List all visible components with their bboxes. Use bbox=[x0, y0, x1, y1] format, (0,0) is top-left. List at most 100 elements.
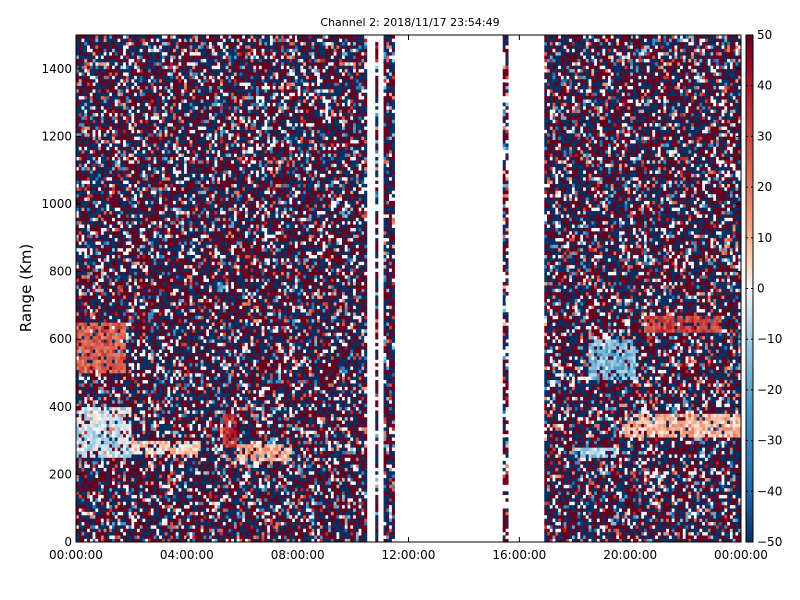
heatmap-cell bbox=[87, 427, 90, 431]
heatmap-cell bbox=[98, 258, 101, 262]
heatmap-cell bbox=[131, 302, 134, 306]
heatmap-cell bbox=[109, 458, 112, 462]
heatmap-cell bbox=[145, 234, 148, 238]
heatmap-cell bbox=[98, 221, 101, 225]
heatmap-cell bbox=[98, 532, 101, 536]
heatmap-cell bbox=[93, 380, 96, 384]
heatmap-cell bbox=[95, 123, 98, 127]
heatmap-cell bbox=[104, 126, 107, 130]
heatmap-cell bbox=[145, 447, 148, 451]
heatmap-cell bbox=[120, 363, 123, 367]
heatmap-cell bbox=[120, 356, 123, 360]
heatmap-cell bbox=[143, 393, 146, 397]
heatmap-cell bbox=[148, 89, 151, 93]
heatmap-cell bbox=[120, 400, 123, 404]
heatmap-cell bbox=[148, 447, 151, 451]
heatmap-cell bbox=[106, 424, 109, 428]
heatmap-cell bbox=[126, 49, 129, 53]
heatmap-cell bbox=[82, 133, 85, 137]
heatmap-cell bbox=[165, 187, 168, 191]
heatmap-cell bbox=[118, 295, 121, 299]
heatmap-cell bbox=[93, 45, 96, 49]
heatmap-cell bbox=[159, 258, 162, 262]
heatmap-cell bbox=[118, 376, 121, 380]
heatmap-cell bbox=[151, 285, 154, 289]
heatmap-cell bbox=[159, 376, 162, 380]
heatmap-cell bbox=[154, 285, 157, 289]
heatmap-cell bbox=[156, 501, 159, 505]
heatmap-cell bbox=[129, 512, 132, 516]
heatmap-cell bbox=[129, 194, 132, 198]
heatmap-cell bbox=[90, 214, 93, 218]
heatmap-cell bbox=[126, 42, 129, 46]
heatmap-cell bbox=[143, 454, 146, 458]
heatmap-cell bbox=[123, 282, 126, 286]
heatmap-cell bbox=[145, 140, 148, 144]
heatmap-cell bbox=[79, 153, 82, 157]
heatmap-cell bbox=[123, 528, 126, 532]
heatmap-cell bbox=[154, 245, 157, 249]
heatmap-cell bbox=[123, 451, 126, 455]
heatmap-cell bbox=[134, 373, 137, 377]
heatmap-cell bbox=[137, 383, 140, 387]
heatmap-cell bbox=[93, 177, 96, 181]
heatmap-cell bbox=[154, 282, 157, 286]
heatmap-cell bbox=[151, 488, 154, 492]
heatmap-cell bbox=[148, 251, 151, 255]
heatmap-cell bbox=[126, 238, 129, 242]
heatmap-cell bbox=[106, 322, 109, 326]
heatmap-cell bbox=[162, 444, 165, 448]
heatmap-cell bbox=[115, 478, 118, 482]
heatmap-cell bbox=[134, 326, 137, 330]
heatmap-cell bbox=[115, 197, 118, 201]
heatmap-cell bbox=[90, 363, 93, 367]
heatmap-cell bbox=[101, 258, 104, 262]
heatmap-cell bbox=[134, 79, 137, 83]
heatmap-cell bbox=[154, 126, 157, 130]
heatmap-cell bbox=[112, 495, 115, 499]
heatmap-cell bbox=[79, 228, 82, 232]
heatmap-cell bbox=[140, 471, 143, 475]
heatmap-cell bbox=[143, 420, 146, 424]
heatmap-cell bbox=[95, 224, 98, 228]
heatmap-cell bbox=[162, 316, 165, 320]
heatmap-cell bbox=[118, 444, 121, 448]
heatmap-cell bbox=[93, 211, 96, 215]
heatmap-cell bbox=[118, 65, 121, 69]
heatmap-cell bbox=[93, 488, 96, 492]
heatmap-cell bbox=[148, 525, 151, 529]
heatmap-cell bbox=[151, 49, 154, 53]
heatmap-cell bbox=[126, 221, 129, 225]
heatmap-cell bbox=[137, 373, 140, 377]
heatmap-cell bbox=[159, 393, 162, 397]
heatmap-cell bbox=[118, 461, 121, 465]
heatmap-cell bbox=[159, 458, 162, 462]
heatmap-cell bbox=[154, 89, 157, 93]
heatmap-cell bbox=[79, 393, 82, 397]
heatmap-cell bbox=[95, 356, 98, 360]
heatmap-cell bbox=[101, 302, 104, 306]
heatmap-cell bbox=[123, 207, 126, 211]
heatmap-cell bbox=[106, 458, 109, 462]
heatmap-cell bbox=[93, 197, 96, 201]
heatmap-cell bbox=[123, 427, 126, 431]
heatmap-cell bbox=[134, 491, 137, 495]
heatmap-cell bbox=[134, 309, 137, 313]
heatmap-cell bbox=[126, 329, 129, 333]
heatmap-cell bbox=[151, 150, 154, 154]
heatmap-cell bbox=[115, 190, 118, 194]
heatmap-cell bbox=[104, 410, 107, 414]
heatmap-cell bbox=[84, 140, 87, 144]
heatmap-cell bbox=[84, 79, 87, 83]
heatmap-cell bbox=[159, 292, 162, 296]
heatmap-cell bbox=[87, 458, 90, 462]
heatmap-cell bbox=[156, 312, 159, 316]
heatmap-cell bbox=[90, 474, 93, 478]
heatmap-cell bbox=[151, 282, 154, 286]
heatmap-cell bbox=[120, 140, 123, 144]
heatmap-cell bbox=[156, 167, 159, 171]
heatmap-cell bbox=[87, 214, 90, 218]
heatmap-cell bbox=[101, 512, 104, 516]
heatmap-cell bbox=[137, 133, 140, 137]
heatmap-cell bbox=[145, 292, 148, 296]
